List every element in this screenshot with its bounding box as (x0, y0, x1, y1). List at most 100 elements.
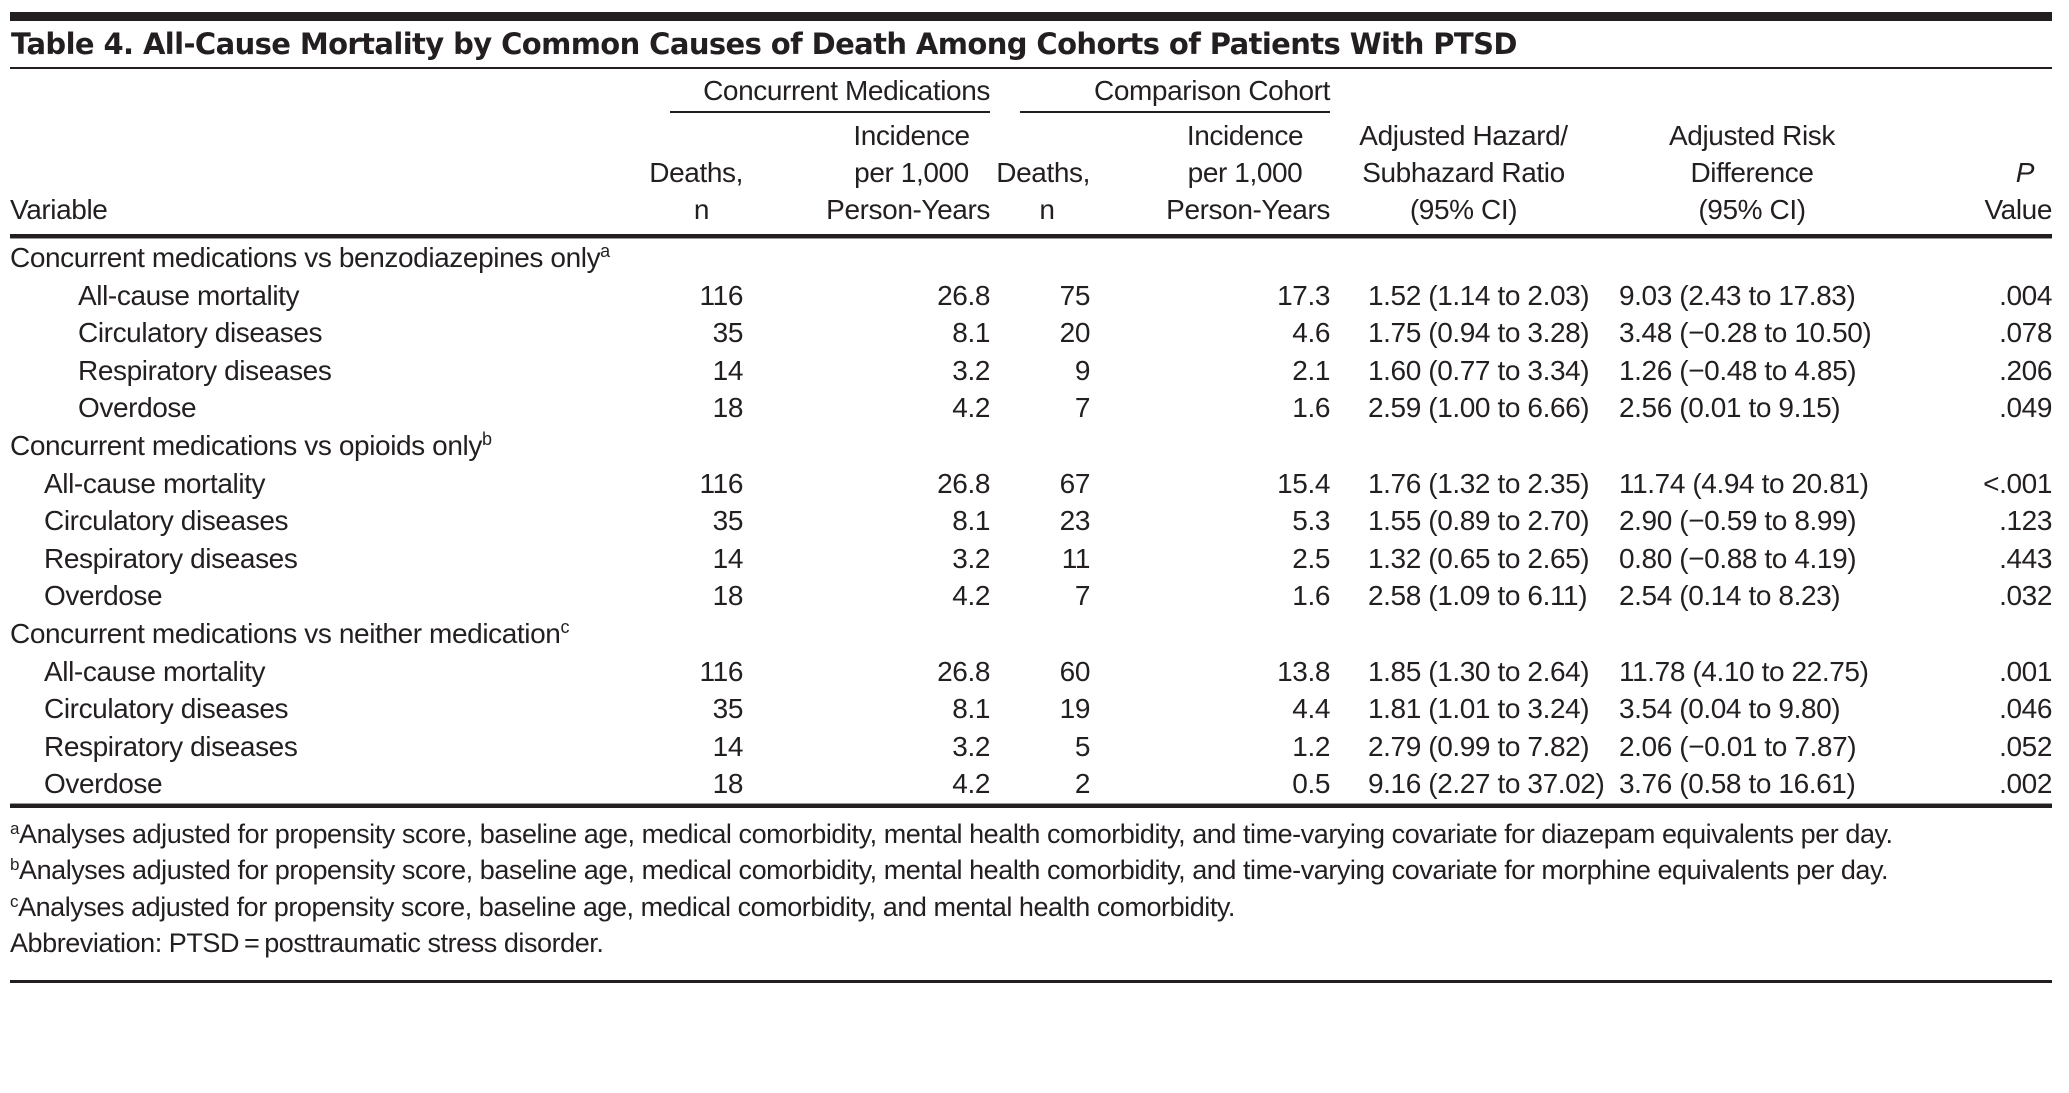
incidence-comparison: 0.5 (1292, 768, 1330, 800)
incidence-comparison: 2.5 (1292, 542, 1330, 574)
hazard-ratio: 1.81 (1.01 to 3.24) (1368, 693, 1590, 725)
p-value: .032 (1999, 580, 2052, 612)
hazard-ratio: 1.32 (0.65 to 2.65) (1368, 542, 1590, 574)
risk-difference: 2.90 (−0.59 to 8.99) (1619, 505, 1857, 537)
incidence-comparison: 17.3 (1277, 279, 1330, 311)
hazard-ratio: 2.79 (0.99 to 7.82) (1368, 730, 1590, 762)
risk-difference: 3.76 (0.58 to 16.61) (1619, 768, 1856, 800)
p-value: .001 (1999, 655, 2052, 687)
hazard-ratio: 2.59 (1.00 to 6.66) (1368, 392, 1590, 424)
abbreviation-note: Abbreviation: PTSD = posttraumatic stres… (10, 928, 604, 959)
column-header-row: Variable Deaths, n Incidence per 1,000 P… (10, 113, 2052, 234)
risk-difference: 0.80 (−0.88 to 4.19) (1619, 542, 1857, 574)
deaths-concurrent: 35 (712, 505, 744, 537)
section-label: Concurrent medications vs opioids onlyb (10, 427, 1010, 465)
risk-difference: 9.03 (2.43 to 17.83) (1619, 279, 1856, 311)
deaths-concurrent: 35 (712, 317, 744, 349)
row-variable: Circulatory diseases (78, 317, 323, 349)
footnote-marker: c (10, 891, 19, 911)
row-variable: All-cause mortality (44, 467, 266, 499)
deaths-concurrent: 14 (712, 730, 744, 762)
col-variable: Variable (10, 194, 108, 225)
group-header-concurrent: Concurrent Medications (630, 69, 990, 113)
incidence-comparison: 1.2 (1292, 730, 1330, 762)
col-deaths-concurrent: Deaths, n (649, 157, 743, 225)
row-variable: Respiratory diseases (44, 542, 298, 574)
col-hazard-ratio: Adjusted Hazard/ Subhazard Ratio (95% CI… (1359, 120, 1568, 225)
incidence-concurrent: 26.8 (937, 467, 990, 499)
bottom-rule (10, 979, 2052, 983)
incidence-concurrent: 26.8 (937, 279, 990, 311)
table-row: All-cause mortality 116 26.8 67 15.4 1.76 (1.… (10, 465, 2052, 503)
deaths-concurrent: 116 (699, 279, 744, 311)
hazard-ratio: 1.75 (0.94 to 3.28) (1368, 317, 1590, 349)
hazard-ratio: 1.52 (1.14 to 2.03) (1368, 279, 1590, 311)
table-row: Overdose 18 4.2 7 1.6 2.59 (1.00 to 6.66) 2.56… (10, 389, 2052, 427)
table-row: All-cause mortality 116 26.8 75 17.3 1.52 (1.… (10, 277, 2052, 315)
col-p-value: P Value (1984, 157, 2052, 225)
deaths-concurrent: 116 (699, 655, 744, 687)
incidence-concurrent: 26.8 (937, 655, 990, 687)
table-row: Respiratory diseases 14 3.2 11 2.5 1.32 (0.65… (10, 540, 2052, 578)
footnote-marker: c (560, 616, 570, 637)
section-label: Concurrent medications vs neither medica… (10, 615, 1010, 653)
incidence-concurrent: 4.2 (952, 768, 990, 800)
row-variable: Circulatory diseases (44, 505, 289, 537)
deaths-comparison: 5 (1074, 730, 1091, 762)
footnote-text: Analyses adjusted for propensity score, … (18, 891, 1235, 922)
deaths-comparison: 75 (1059, 279, 1091, 311)
table-row: Respiratory diseases 14 3.2 9 2.1 1.60 (0.77 … (10, 352, 2052, 390)
col-incidence-comparison: Incidence per 1,000 Person-Years (1166, 120, 1330, 225)
incidence-comparison: 1.6 (1292, 580, 1330, 612)
incidence-comparison: 2.1 (1292, 354, 1330, 386)
hazard-ratio: 9.16 (2.27 to 37.02) (1368, 768, 1605, 800)
deaths-concurrent: 18 (712, 768, 744, 800)
table-row: Circulatory diseases 35 8.1 20 4.6 1.75 (0.94… (10, 314, 2052, 352)
risk-difference: 2.56 (0.01 to 9.15) (1619, 392, 1841, 424)
p-value: .206 (1999, 354, 2052, 386)
incidence-comparison: 5.3 (1292, 505, 1330, 537)
row-variable: Overdose (78, 392, 197, 424)
deaths-comparison: 7 (1074, 580, 1091, 612)
deaths-comparison: 9 (1074, 354, 1091, 386)
mortality-table: Concurrent Medications Comparison Cohort… (10, 69, 2052, 808)
group-label-concurrent: Concurrent Medications (670, 75, 990, 113)
hazard-ratio: 1.55 (0.89 to 2.70) (1368, 505, 1590, 537)
deaths-comparison: 23 (1059, 505, 1091, 537)
footnote-marker: b (481, 428, 492, 449)
table-row: Overdose 18 4.2 7 1.6 2.58 (1.09 to 6.11) 2.54… (10, 577, 2052, 615)
risk-difference: 1.26 (−0.48 to 4.85) (1619, 354, 1857, 386)
incidence-comparison: 15.4 (1277, 467, 1330, 499)
incidence-concurrent: 3.2 (952, 730, 990, 762)
table-row: Overdose 18 4.2 2 0.5 9.16 (2.27 to 37.02) 3.7… (10, 765, 2052, 803)
section-label-cell: Concurrent medications vs neither medica… (10, 615, 2052, 653)
p-value: .078 (1999, 317, 2052, 349)
col-deaths-comparison: Deaths, n (996, 157, 1090, 225)
section-label-text: Concurrent medications vs opioids only (10, 429, 482, 461)
col-risk-difference: Adjusted Risk Difference (95% CI) (1669, 120, 1835, 225)
table-bottom-rule (10, 802, 2052, 808)
section-label-text: Concurrent medications vs benzodiazepine… (10, 242, 601, 273)
risk-difference: 2.54 (0.14 to 8.23) (1619, 580, 1841, 612)
footnote: aAnalyses adjusted for propensity score,… (10, 816, 2052, 853)
row-variable: Overdose (44, 768, 163, 800)
incidence-concurrent: 3.2 (952, 542, 990, 574)
section-header-row: Concurrent medications vs neither medica… (10, 615, 2052, 653)
footnote-text: Analyses adjusted for propensity score, … (19, 855, 1889, 886)
footnote: bAnalyses adjusted for propensity score,… (10, 852, 2052, 889)
incidence-concurrent: 3.2 (952, 354, 990, 386)
group-header-row: Concurrent Medications Comparison Cohort (10, 69, 2052, 113)
incidence-concurrent: 8.1 (952, 505, 990, 537)
footnote-marker: b (10, 855, 20, 875)
row-variable: Overdose (44, 580, 163, 612)
p-value: .443 (1999, 542, 2052, 574)
section-header-row: Concurrent medications vs opioids onlyb (10, 427, 2052, 465)
incidence-concurrent: 8.1 (952, 693, 990, 725)
risk-difference: 3.48 (−0.28 to 10.50) (1619, 317, 1872, 349)
incidence-comparison: 1.6 (1292, 392, 1330, 424)
risk-difference: 11.78 (4.10 to 22.75) (1619, 655, 1869, 687)
deaths-concurrent: 18 (712, 392, 744, 424)
title-rule (10, 67, 2052, 69)
hazard-ratio: 1.60 (0.77 to 3.34) (1368, 354, 1590, 386)
incidence-concurrent: 4.2 (952, 580, 990, 612)
